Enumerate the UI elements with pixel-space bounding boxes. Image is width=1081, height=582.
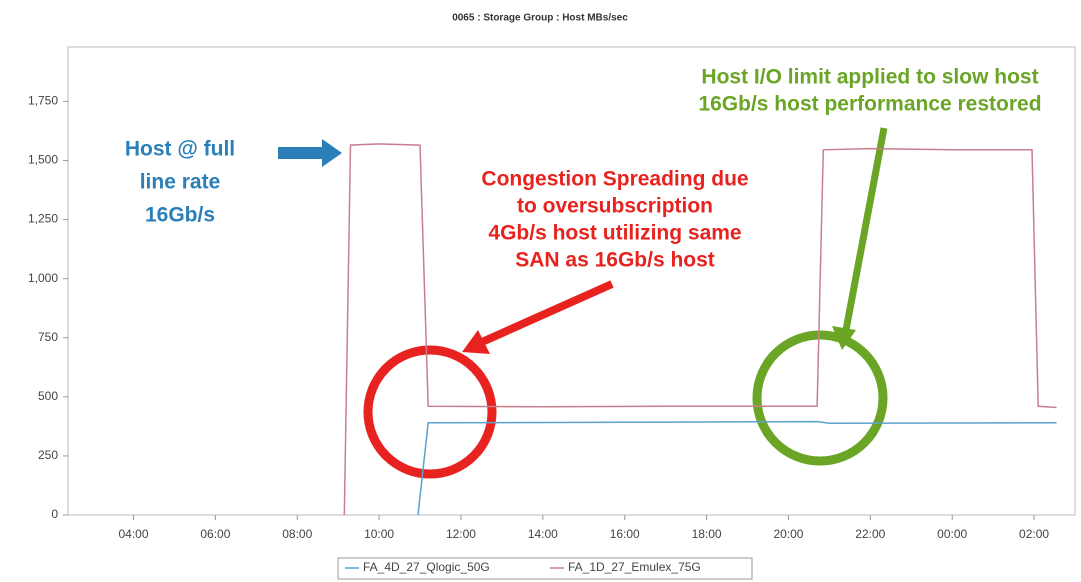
green-arrow-shaft [842,127,888,331]
annotation: line rate [140,171,221,194]
series-line [417,420,1057,516]
x-tick-label: 00:00 [937,527,967,541]
x-tick-label: 12:00 [446,527,476,541]
y-tick-label: 1,500 [28,153,58,167]
x-tick-label: 22:00 [855,527,885,541]
annotation: Host I/O limit applied to slow host [701,66,1038,89]
blue-arrow [278,139,342,167]
annotation: Host @ full [125,138,235,161]
x-tick-label: 18:00 [692,527,722,541]
annotation: SAN as 16Gb/s host [515,249,715,272]
red-arrow-shaft [480,280,614,346]
annotation: 4Gb/s host utilizing same [488,222,741,245]
x-tick-label: 02:00 [1019,527,1049,541]
x-tick-label: 08:00 [282,527,312,541]
red-arrow-head [462,330,490,354]
x-tick-label: 16:00 [610,527,640,541]
x-tick-label: 14:00 [528,527,558,541]
annotation: Congestion Spreading due [481,168,748,191]
y-tick-label: 1,250 [28,212,58,226]
series-line [343,143,1057,516]
annotation: 16Gb/s host performance restored [698,93,1041,116]
plot-area [67,46,1076,516]
y-tick-label: 750 [38,330,58,344]
legend-label: FA_4D_27_Qlogic_50G [363,560,490,574]
callouts [278,127,888,479]
y-tick-label: 1,750 [28,94,58,108]
green-circle [752,330,888,466]
x-tick-label: 20:00 [773,527,803,541]
annotation: to oversubscription [517,195,713,218]
y-tick-label: 250 [38,448,58,462]
y-tick-label: 500 [38,389,58,403]
x-tick-label: 10:00 [364,527,394,541]
chart-title: 0065 : Storage Group : Host MBs/sec [452,13,628,24]
x-tick-label: 04:00 [118,527,148,541]
x-tick-label: 06:00 [200,527,230,541]
annotation: 16Gb/s [145,204,215,227]
legend-box [337,557,753,580]
y-tick-label: 1,000 [28,271,58,285]
legend-label: FA_1D_27_Emulex_75G [568,560,701,574]
red-circle [363,345,497,479]
y-tick-label: 0 [51,507,58,521]
